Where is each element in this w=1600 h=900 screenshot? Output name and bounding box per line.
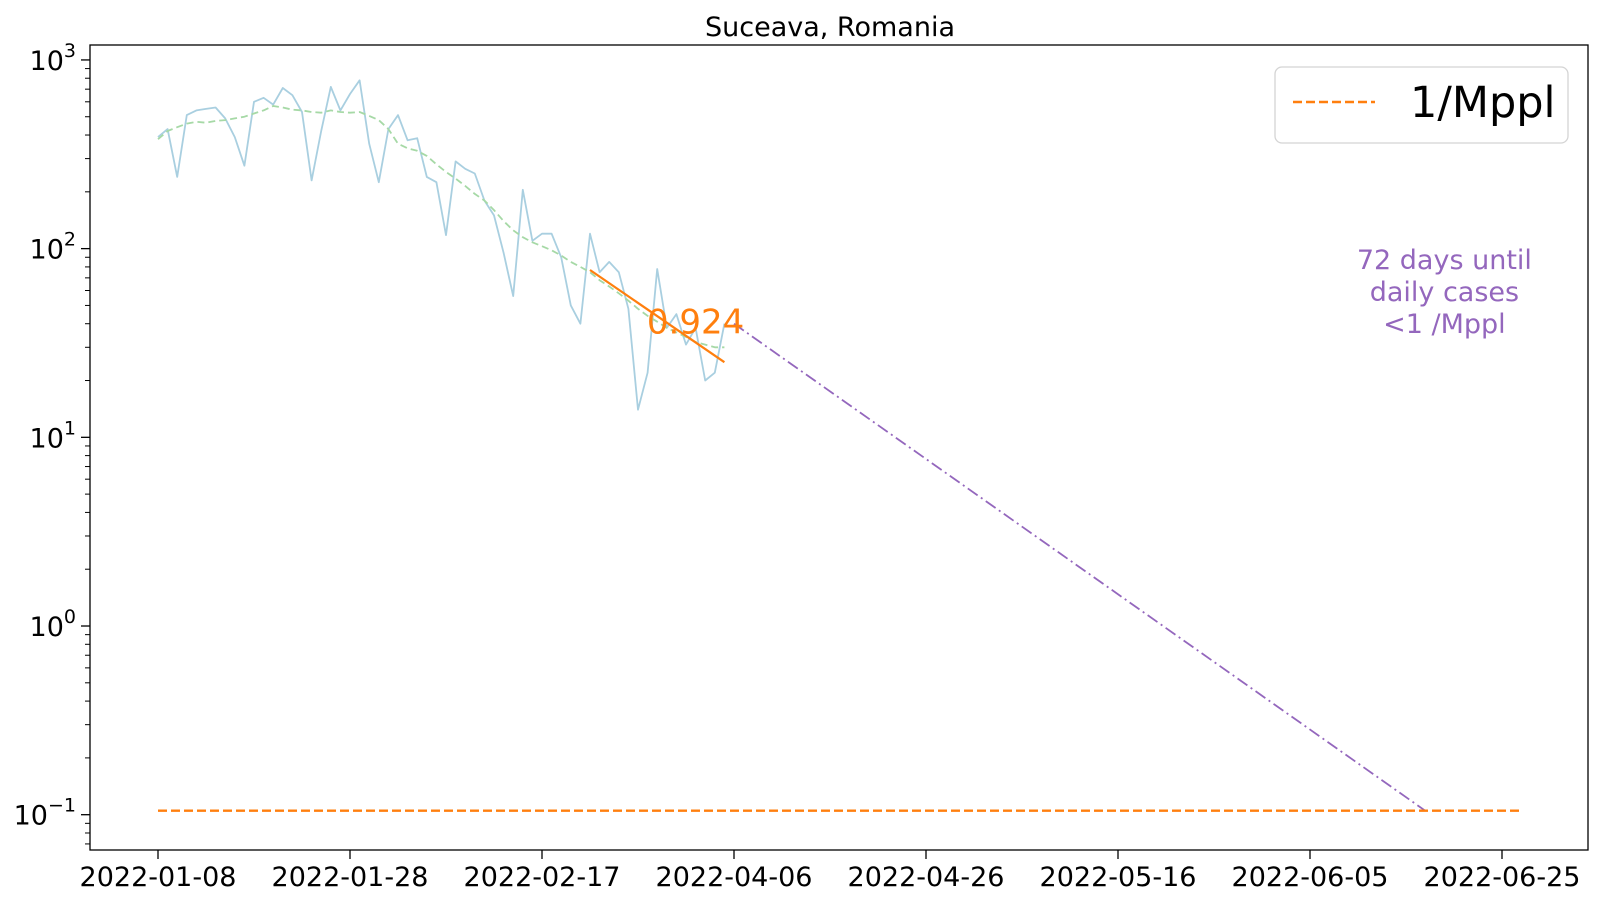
x-tick-label: 2022-01-28 bbox=[272, 862, 429, 893]
fit-rate-label: 0.924 bbox=[647, 303, 744, 343]
x-tick-label: 2022-04-26 bbox=[848, 862, 1005, 893]
legend-threshold-label: 1/Mppl bbox=[1410, 78, 1555, 128]
y-tick-label: 101 bbox=[30, 417, 76, 454]
x-tick-label: 2022-06-05 bbox=[1232, 862, 1389, 893]
x-tick-label: 2022-05-16 bbox=[1040, 862, 1197, 893]
y-tick-exponent: 2 bbox=[64, 229, 76, 251]
series-daily-line bbox=[157, 79, 726, 411]
y-tick-label: 10−1 bbox=[14, 795, 76, 832]
y-tick-label: 102 bbox=[30, 229, 76, 266]
projection-note-line: 72 days until bbox=[1357, 245, 1532, 276]
y-tick-base: 10 bbox=[14, 801, 48, 832]
chart-title: Suceava, Romania bbox=[705, 12, 955, 43]
x-tick-label: 2022-06-25 bbox=[1424, 862, 1581, 893]
y-tick-base: 10 bbox=[30, 612, 64, 643]
x-axis: 2022-01-08 2022-01-28 2022-02-17 2022-04-06… bbox=[80, 850, 1581, 893]
x-tick-label: 2022-01-08 bbox=[80, 862, 237, 893]
projection-note-line: <1 /Mppl bbox=[1383, 309, 1506, 340]
y-tick-base: 10 bbox=[30, 423, 64, 454]
y-tick-exponent: 1 bbox=[64, 417, 76, 439]
series-smoothed-line bbox=[157, 105, 725, 349]
y-tick-label: 100 bbox=[30, 606, 76, 643]
y-tick-base: 10 bbox=[30, 235, 64, 266]
series-projection-line bbox=[733, 322, 1426, 812]
y-tick-exponent: 0 bbox=[64, 606, 76, 628]
plot-lines bbox=[157, 79, 1522, 812]
y-tick-exponent: −1 bbox=[48, 795, 76, 817]
legend-box bbox=[1274, 66, 1569, 144]
series-fit-line bbox=[589, 269, 726, 364]
legend: 1/Mppl bbox=[1274, 66, 1569, 144]
x-tick-label: 2022-04-06 bbox=[656, 862, 813, 893]
y-tick-exponent: 3 bbox=[64, 40, 76, 62]
projection-note-line: daily cases bbox=[1370, 277, 1519, 308]
plot-frame bbox=[89, 44, 1589, 851]
y-tick-label: 103 bbox=[30, 40, 76, 77]
y-tick-base: 10 bbox=[30, 46, 64, 77]
x-tick-label: 2022-02-17 bbox=[464, 862, 621, 893]
